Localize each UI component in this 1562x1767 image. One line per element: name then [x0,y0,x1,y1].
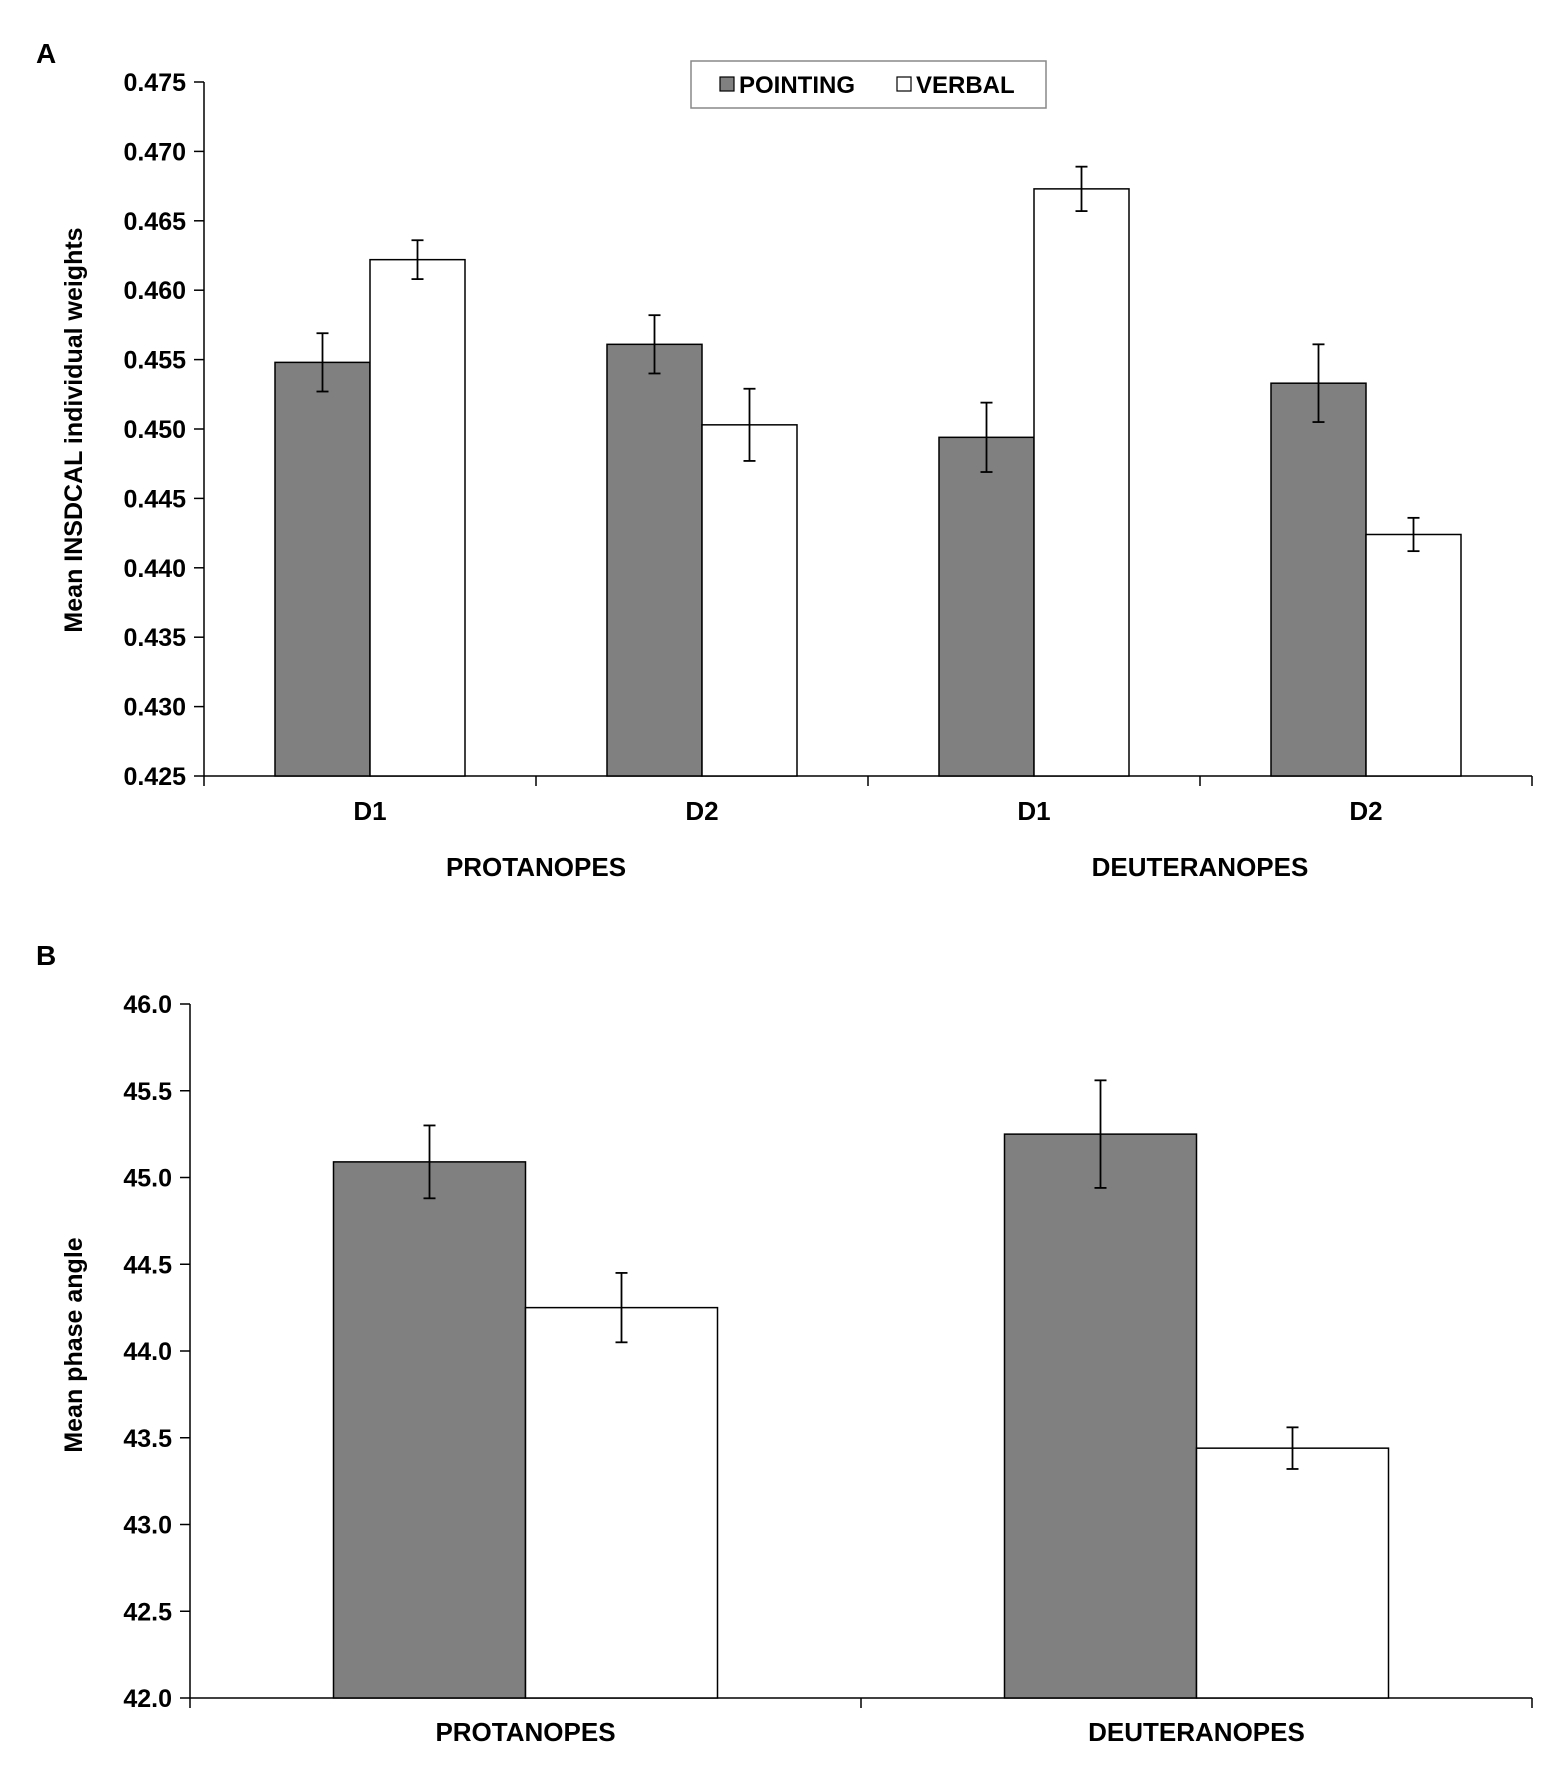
panel-a-category-labels: D1 D2 D1 D2 [353,796,1382,826]
x-category-label: D1 [1017,796,1050,826]
panel-b-y-ticks: 42.0 42.5 43.0 43.5 44.0 44.5 45.0 45.5 46.0 [123,991,190,1713]
y-tick-label: 46.0 [123,991,172,1019]
panel-b-error-bars [423,1079,1299,1470]
panel-b: B Mean phase angle 42.042.543.043.544.04… [36,940,1533,1747]
bar-pointing-4 [1270,382,1367,777]
legend-frame [690,60,1047,109]
x-category-label: D1 [353,796,386,826]
y-tick-label: 0.430 [123,694,186,722]
y-tick-label: 0.455 [123,347,186,375]
panel-a-ylabel: Mean INSDCAL individual weights [60,227,88,632]
panel-a-x-ticks [203,776,1533,786]
bar-pointing-2 [1003,1133,1198,1699]
y-tick-label: 0.450 [123,416,186,444]
y-tick-label: 0.465 [123,208,186,236]
y-tick-label: 42.5 [123,1598,172,1626]
bar-pointing-1 [274,361,371,777]
bar-pointing-3 [938,436,1035,777]
panel-a-label: A [36,38,56,69]
y-tick-label: 0.440 [123,555,186,583]
y-tick-label: 45.5 [123,1078,172,1106]
bar-verbal-2 [1195,1447,1390,1699]
bar-pointing-1 [332,1161,527,1699]
y-tick-label: 44.5 [123,1251,172,1279]
x-category-label: D2 [1349,796,1382,826]
y-tick-label: 0.475 [123,69,186,97]
bar-pointing-2 [606,343,703,777]
y-tick-label: 45.0 [123,1165,172,1193]
x-group-label: DEUTERANOPES [1092,852,1309,882]
panel-a-error-bars [316,165,1420,553]
panel-b-bars [332,1133,1390,1699]
panel-b-label: B [36,940,56,971]
y-tick-label: 44.0 [123,1338,172,1366]
legend-label-pointing: POINTING [739,72,855,99]
panel-b-x-ticks [189,1698,1533,1708]
bar-verbal-1 [524,1306,719,1699]
x-category-label: D2 [685,796,718,826]
bar-verbal-1 [369,258,466,777]
x-category-label: PROTANOPES [435,1717,615,1747]
bar-verbal-3 [1033,188,1130,777]
y-tick-label: 0.425 [123,763,186,791]
panel-b-category-labels: PROTANOPES DEUTERANOPES [435,1717,1304,1747]
y-tick-label: 0.435 [123,624,186,652]
bar-verbal-2 [701,424,798,777]
panel-a-group-labels: PROTANOPES DEUTERANOPES [446,852,1308,882]
legend-swatch-verbal [896,76,912,92]
y-tick-label: 43.5 [123,1425,172,1453]
legend-label-verbal: VERBAL [916,72,1015,99]
legend: POINTING VERBAL [690,60,1047,109]
panel-a-bars [274,188,1462,777]
x-category-label: DEUTERANOPES [1088,1717,1305,1747]
y-tick-label: 0.460 [123,277,186,305]
bar-verbal-4 [1365,533,1462,777]
panel-a: A Mean INSDCAL individual weights 0.4250… [36,38,1533,882]
x-group-label: PROTANOPES [446,852,626,882]
y-tick-label: 42.0 [123,1685,172,1713]
y-tick-label: 0.445 [123,485,186,513]
legend-swatch-pointing [719,76,735,92]
y-tick-label: 0.470 [123,138,186,166]
panel-a-y-ticks: 0.425 0.430 0.435 0.440 0.445 0.450 0.455 0.460… [123,69,204,791]
panel-b-ylabel: Mean phase angle [60,1237,88,1452]
y-tick-label: 43.0 [123,1512,172,1540]
